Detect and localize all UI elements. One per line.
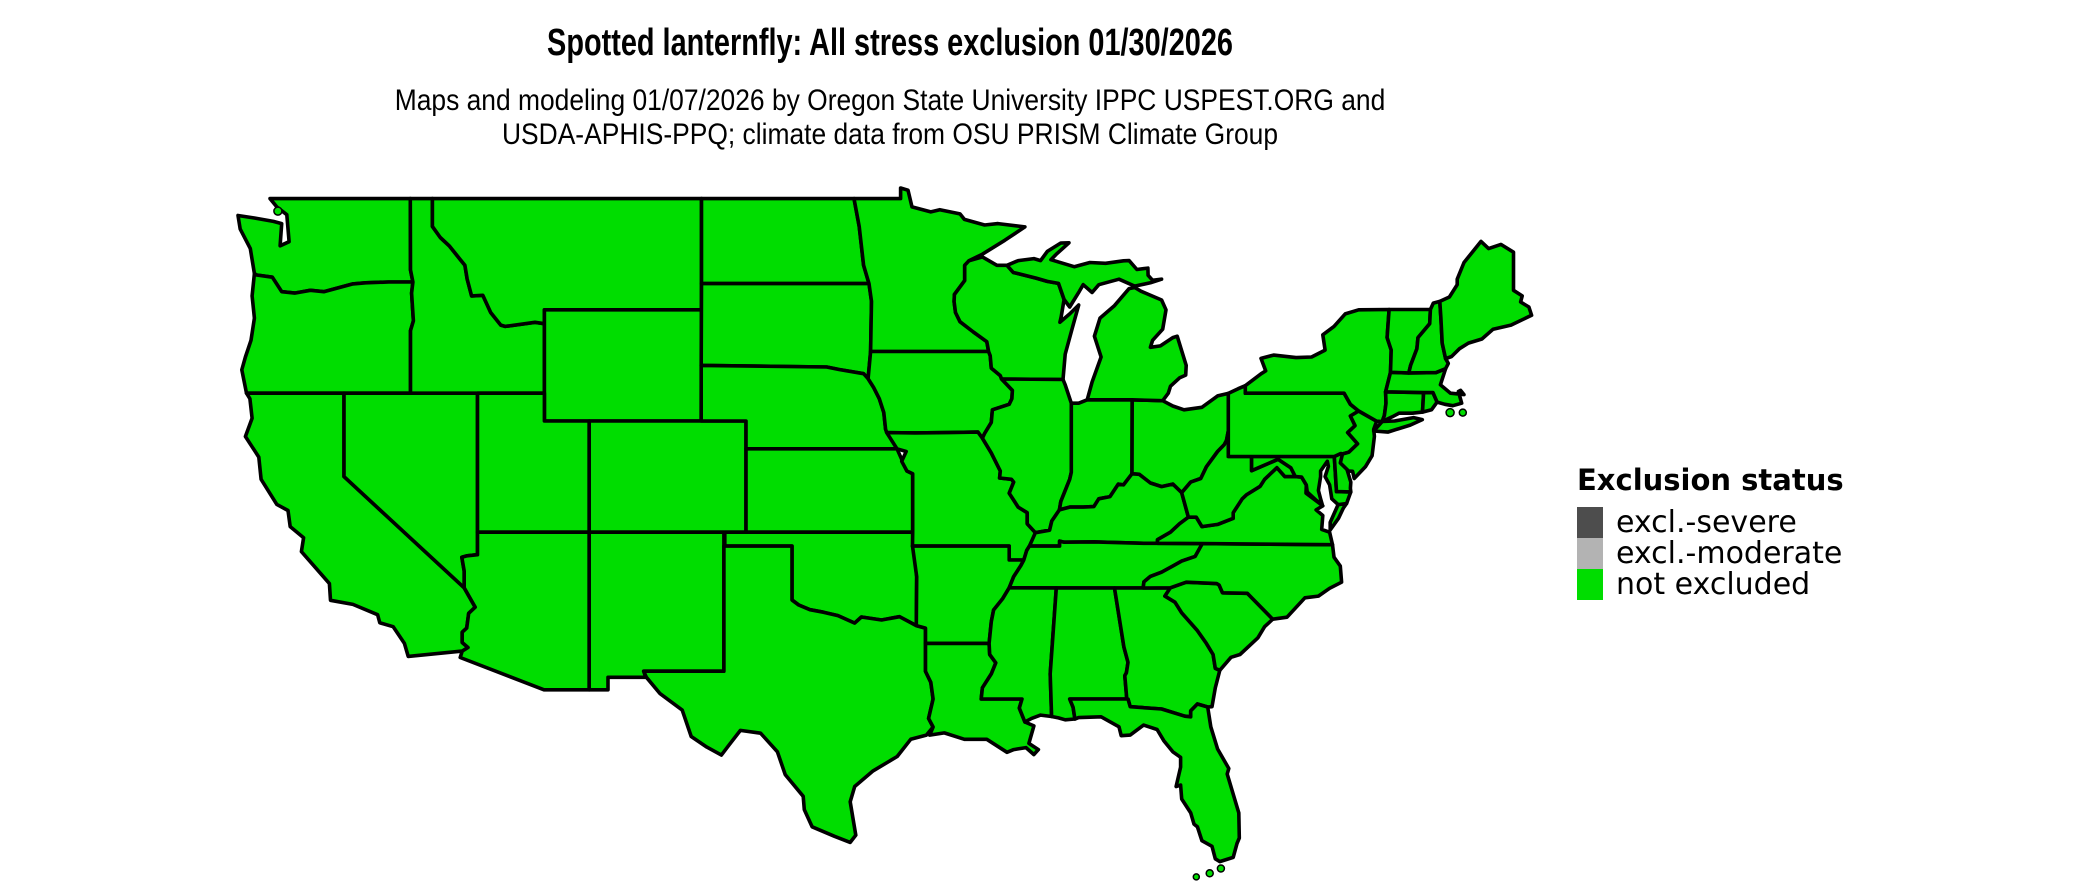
state-long-island [1371,415,1425,434]
subtitle-line-2: USDA-APHIS-PPQ; climate data from OSU PR… [501,118,1279,151]
state-north-dakota [699,196,871,286]
state-new-mexico [587,530,726,692]
state-arizona [458,530,591,692]
legend-label-not-excluded: not excluded [1616,567,1811,602]
state-colorado [587,419,748,534]
legend: Exclusion status excl.-severe excl.-mode… [1577,463,1844,600]
legend-swatch-moderate [1577,538,1603,569]
legend-swatch-not-excluded [1577,569,1603,600]
state-maryland [1249,454,1353,507]
page-subtitle: Maps and modeling 01/07/2026 by Oregon S… [107,84,1673,152]
legend-title: Exclusion status [1577,463,1844,497]
subtitle-line-1: Maps and modeling 01/07/2026 by Oregon S… [394,84,1386,117]
state-oregon [240,271,416,395]
legend-swatch-severe [1577,507,1603,538]
island-3 [1445,407,1455,418]
state-wyoming [542,308,704,423]
state-michigan-upper [1005,241,1164,309]
legend-item-not-excluded: not excluded [1577,569,1844,600]
legend-label-moderate: excl.-moderate [1616,536,1843,571]
state-kansas [744,447,915,534]
island-5 [273,206,283,216]
legend-item-moderate: excl.-moderate [1577,538,1844,569]
state-texas [641,544,935,845]
state-pennsylvania [1226,383,1361,459]
state-north-carolina [1141,541,1344,621]
island-0 [1216,864,1226,873]
state-new-jersey [1338,409,1379,481]
page-title: Spotted lanternfly: All stress exclusion… [547,22,1233,64]
legend-label-severe: excl.-severe [1616,505,1797,540]
state-michigan-lower [1085,285,1188,403]
state-virginia-eastern-shore [1328,501,1349,532]
island-4 [1458,408,1468,417]
island-2 [1192,873,1201,881]
state-florida [1067,697,1242,864]
legend-item-severe: excl.-severe [1577,507,1844,538]
island-1 [1205,869,1214,878]
state-maine [1438,239,1534,361]
